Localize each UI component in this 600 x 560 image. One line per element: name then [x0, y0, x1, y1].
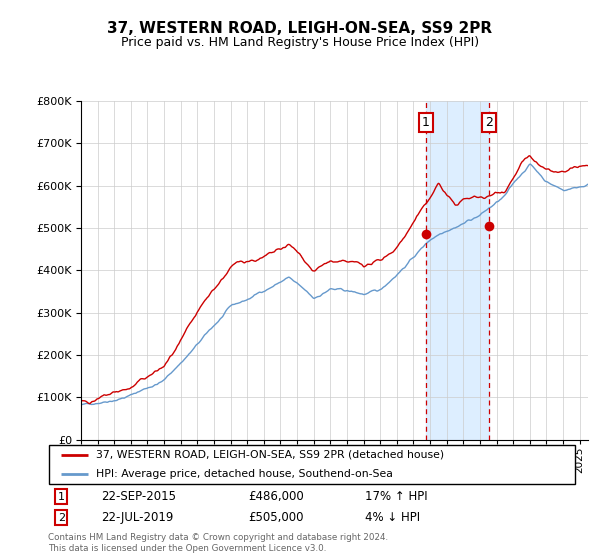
Text: 2: 2	[485, 116, 493, 129]
Text: £505,000: £505,000	[248, 511, 304, 524]
FancyBboxPatch shape	[49, 445, 575, 484]
Text: 22-SEP-2015: 22-SEP-2015	[101, 491, 176, 503]
Text: 2: 2	[58, 513, 65, 523]
Text: 22-JUL-2019: 22-JUL-2019	[101, 511, 173, 524]
Bar	[425, 101, 489, 440]
Text: 1: 1	[58, 492, 65, 502]
Text: 17% ↑ HPI: 17% ↑ HPI	[365, 491, 427, 503]
Text: 37, WESTERN ROAD, LEIGH-ON-SEA, SS9 2PR: 37, WESTERN ROAD, LEIGH-ON-SEA, SS9 2PR	[107, 21, 493, 36]
Text: Price paid vs. HM Land Registry's House Price Index (HPI): Price paid vs. HM Land Registry's House …	[121, 36, 479, 49]
Text: 37, WESTERN ROAD, LEIGH-ON-SEA, SS9 2PR (detached house): 37, WESTERN ROAD, LEIGH-ON-SEA, SS9 2PR …	[95, 450, 443, 460]
Text: HPI: Average price, detached house, Southend-on-Sea: HPI: Average price, detached house, Sout…	[95, 469, 392, 478]
Text: £486,000: £486,000	[248, 491, 304, 503]
Text: 1: 1	[422, 116, 430, 129]
Text: Contains HM Land Registry data © Crown copyright and database right 2024.
This d: Contains HM Land Registry data © Crown c…	[48, 533, 388, 553]
Text: 4% ↓ HPI: 4% ↓ HPI	[365, 511, 420, 524]
